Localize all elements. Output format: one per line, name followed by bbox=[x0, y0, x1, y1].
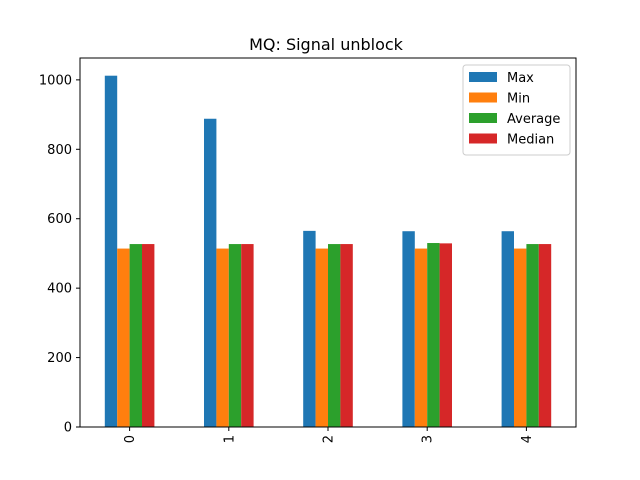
legend-box bbox=[462, 64, 571, 156]
axes-layer: 0 200 400 600 800 1000 0 1 2 3 4 bbox=[39, 57, 577, 443]
legend-label-min: Min bbox=[507, 92, 530, 107]
chart-title: MQ: Signal unblock bbox=[249, 35, 404, 54]
y-tick-label: 600 bbox=[47, 212, 72, 227]
bar-max-0 bbox=[104, 75, 118, 427]
bars-layer bbox=[104, 75, 552, 427]
bar-max-4 bbox=[501, 231, 514, 427]
bar-min-1 bbox=[216, 248, 229, 427]
bar-max-1 bbox=[204, 118, 217, 427]
bar-max-2 bbox=[303, 230, 316, 427]
bar-average-3 bbox=[427, 243, 440, 427]
bar-max-3 bbox=[402, 231, 415, 427]
bar-average-4 bbox=[526, 244, 539, 427]
bar-min-4 bbox=[514, 248, 527, 427]
y-tick-label: 1000 bbox=[39, 73, 72, 88]
bar-median-4 bbox=[538, 244, 552, 427]
bar-median-3 bbox=[439, 243, 452, 427]
bar-average-2 bbox=[328, 244, 341, 427]
legend-label-max: Max bbox=[507, 71, 534, 86]
x-tick-label: 1 bbox=[222, 435, 237, 443]
bar-min-2 bbox=[315, 248, 328, 427]
bar-min-0 bbox=[117, 248, 130, 427]
y-tick-label: 0 bbox=[64, 421, 72, 436]
x-tick-label: 2 bbox=[322, 435, 337, 443]
bar-average-0 bbox=[129, 244, 142, 427]
bar-min-3 bbox=[414, 248, 428, 427]
legend-swatch-median bbox=[469, 133, 497, 144]
y-tick-label: 200 bbox=[47, 351, 72, 366]
bar-median-0 bbox=[142, 244, 155, 427]
legend-swatch-average bbox=[469, 113, 497, 123]
legend-label-average: Average bbox=[507, 112, 560, 127]
bar-average-1 bbox=[228, 244, 242, 427]
x-tick-label: 0 bbox=[123, 435, 138, 443]
x-tick-label: 4 bbox=[520, 435, 535, 443]
legend-swatch-min bbox=[469, 92, 497, 103]
legend-swatch-max bbox=[469, 72, 497, 82]
legend-label-median: Median bbox=[507, 133, 554, 148]
legend: Max Min Average Median bbox=[462, 64, 571, 156]
bar-median-1 bbox=[241, 244, 254, 427]
x-tick-label: 3 bbox=[421, 435, 436, 443]
y-tick-label: 800 bbox=[47, 143, 72, 158]
y-tick-label: 400 bbox=[47, 282, 72, 297]
bar-median-2 bbox=[340, 244, 353, 427]
